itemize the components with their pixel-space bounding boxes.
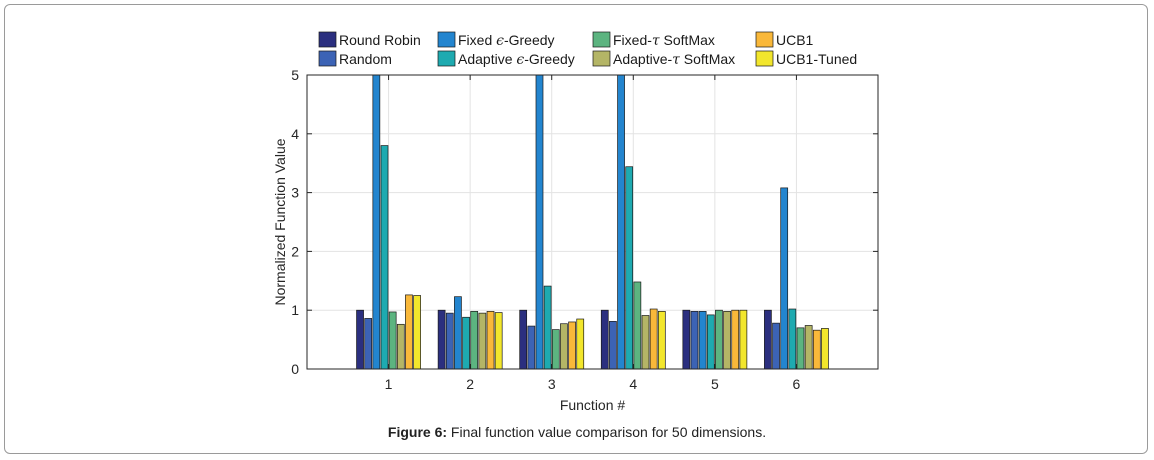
caption-text: Final function value comparison for 50 d… — [447, 424, 767, 440]
legend-label: UCB1 — [776, 32, 814, 48]
legend: Round Robin Random Fixed ϵ-Greedy Adaptive … — [318, 31, 857, 68]
y-tick-label: 3 — [291, 185, 299, 201]
bar — [633, 281, 642, 370]
bar — [739, 309, 748, 370]
bar — [690, 311, 699, 370]
x-tick-label: 2 — [466, 376, 474, 392]
bar-chart: 0 1 2 3 4 5 1 2 3 4 5 6 Function # Normalized Funct… — [272, 31, 879, 413]
bar — [486, 311, 495, 370]
legend-swatch — [437, 31, 456, 48]
y-tick-label: 1 — [291, 302, 299, 318]
bar — [372, 74, 381, 370]
bar — [706, 314, 715, 370]
legend-swatch — [592, 31, 611, 48]
bar — [380, 145, 389, 370]
bar — [723, 311, 731, 370]
legend-swatch — [755, 50, 774, 67]
bar — [649, 308, 658, 370]
legend-label: Fixed-τ SoftMax — [613, 32, 715, 49]
legend-swatch — [437, 50, 456, 67]
bar — [796, 327, 805, 370]
bar — [657, 311, 666, 370]
bar — [609, 321, 617, 370]
legend-swatch — [318, 50, 337, 67]
bar — [527, 325, 536, 370]
bar — [437, 309, 446, 370]
bar — [445, 312, 454, 370]
bar — [535, 74, 544, 370]
legend-label: Fixed ϵ-Greedy — [458, 32, 555, 49]
bar — [356, 309, 364, 370]
y-tick-label: 5 — [291, 67, 299, 83]
bar — [600, 309, 609, 370]
bar — [625, 166, 634, 370]
bar — [788, 308, 797, 370]
x-tick-label: 1 — [385, 376, 393, 392]
bar — [764, 309, 772, 370]
bar — [462, 316, 470, 370]
bar — [543, 285, 552, 370]
bar — [617, 74, 625, 370]
legend-label: UCB1-Tuned — [776, 51, 857, 67]
bar — [494, 312, 503, 370]
x-tick-label: 4 — [629, 376, 637, 392]
bars-group — [356, 74, 829, 370]
bar — [568, 321, 576, 370]
bar — [772, 322, 780, 370]
legend-label: Round Robin — [339, 32, 421, 48]
legend-swatch — [755, 31, 774, 48]
bar — [698, 311, 707, 370]
legend-swatch — [318, 31, 337, 48]
y-tick-label: 2 — [291, 243, 299, 259]
legend-label: Random — [339, 51, 392, 67]
bar — [413, 295, 421, 370]
axis-ticks: 0 1 2 3 4 5 1 2 3 4 5 6 — [291, 67, 878, 392]
bar — [780, 187, 789, 370]
bar — [405, 294, 413, 370]
bar — [821, 328, 829, 370]
bar — [551, 329, 560, 370]
legend-label: Adaptive-τ SoftMax — [613, 51, 735, 68]
bar — [364, 318, 373, 370]
bar — [454, 296, 462, 370]
figure-frame — [4, 4, 1148, 454]
legend-label: Adaptive ϵ-Greedy — [458, 51, 575, 68]
bar — [812, 329, 821, 370]
y-axis-label: Normalized Function Value — [272, 138, 288, 305]
figure-caption: Figure 6: Final function value compariso… — [0, 424, 1154, 440]
caption-label: Figure 6: — [387, 424, 448, 440]
bar — [396, 323, 405, 370]
bar — [470, 311, 479, 370]
bar — [731, 309, 740, 370]
y-tick-label: 0 — [291, 361, 299, 377]
bar — [478, 312, 487, 370]
bar — [388, 311, 397, 370]
x-axis-label: Function # — [560, 397, 626, 413]
legend-swatch — [592, 50, 611, 67]
x-tick-label: 6 — [793, 376, 801, 392]
bar — [560, 323, 568, 370]
x-tick-label: 3 — [548, 376, 556, 392]
bar — [519, 309, 528, 370]
bar — [804, 325, 813, 370]
bar — [641, 315, 650, 370]
bar — [576, 318, 585, 370]
axes-box — [306, 74, 879, 370]
bar — [715, 309, 723, 370]
y-tick-label: 4 — [291, 126, 299, 142]
bar — [682, 309, 691, 370]
x-tick-label: 5 — [711, 376, 719, 392]
